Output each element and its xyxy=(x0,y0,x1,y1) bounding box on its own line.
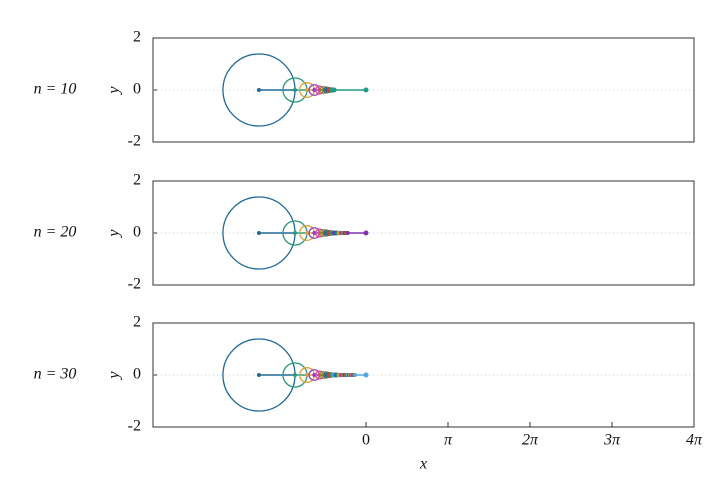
panel-label: n = 10 xyxy=(34,81,77,98)
center-point xyxy=(345,231,350,235)
x-axis-label: x xyxy=(419,456,427,473)
panel-label: n = 20 xyxy=(34,224,77,241)
center-point xyxy=(256,231,261,235)
center-point xyxy=(292,373,297,377)
y-tick-label: 0 xyxy=(133,366,141,383)
x-tick-label: 0 xyxy=(362,432,370,449)
y-tick-label: 0 xyxy=(133,81,141,98)
panel: n = 10 y -2 0 2 xyxy=(34,29,695,150)
center-point xyxy=(305,88,310,92)
y-tick-label: -2 xyxy=(128,418,141,435)
y-tick-label: -2 xyxy=(128,133,141,150)
center-point xyxy=(305,373,310,377)
center-point xyxy=(292,231,297,235)
y-tick-label: 2 xyxy=(133,314,141,331)
y-tick-label: 0 xyxy=(133,224,141,241)
y-axis-label: y xyxy=(106,229,123,239)
center-point xyxy=(353,373,358,377)
y-tick-label: 2 xyxy=(133,172,141,189)
y-axis-label: y xyxy=(106,371,123,381)
end-point xyxy=(363,372,369,378)
y-tick-label: -2 xyxy=(128,276,141,293)
panel-label: n = 30 xyxy=(34,366,77,383)
center-point xyxy=(332,88,337,92)
plot-frame xyxy=(152,180,695,286)
end-point xyxy=(363,87,369,93)
center-point xyxy=(305,231,310,235)
x-tick-label: 2π xyxy=(522,432,539,449)
panel: n = 30 y -2 0 2 0 π 2π 3π 4π x xyxy=(34,314,703,473)
y-tick-label: 2 xyxy=(133,29,141,46)
x-tick-label: 3π xyxy=(603,432,621,449)
x-tick-label: 4π xyxy=(686,432,703,449)
x-tick-label: π xyxy=(444,432,453,449)
end-point xyxy=(363,230,369,236)
center-point xyxy=(256,373,261,377)
plot-frame xyxy=(152,37,695,143)
plot-frame xyxy=(152,322,695,428)
center-point xyxy=(292,88,297,92)
y-axis-label: y xyxy=(106,86,123,96)
center-point xyxy=(256,88,261,92)
panel: n = 20 y -2 0 2 xyxy=(34,172,695,293)
